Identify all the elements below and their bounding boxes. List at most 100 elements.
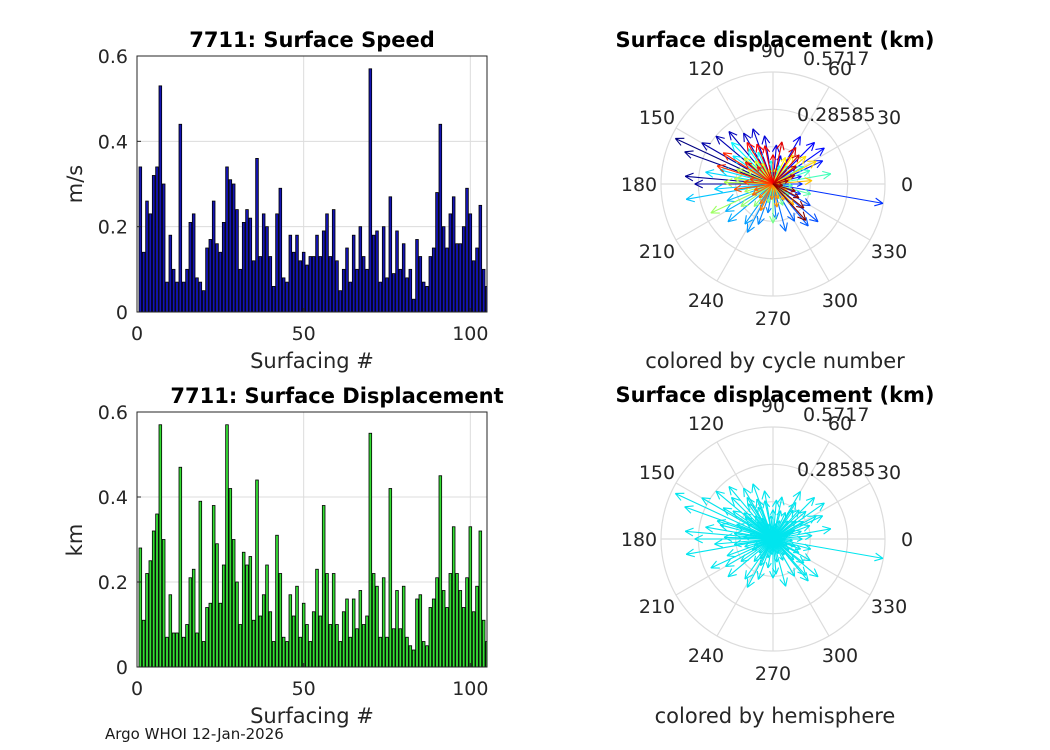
polar-hemisphere-angle-label: 330 <box>871 596 907 618</box>
polar-hemisphere-vector <box>759 538 774 560</box>
displacement-bar <box>411 649 416 667</box>
speed-bar <box>221 221 226 312</box>
polar-hemisphere-vector <box>744 516 774 540</box>
displacement-bar <box>148 560 153 667</box>
speed-bar <box>338 290 343 312</box>
displacement-bar <box>178 466 183 667</box>
speed-bar <box>448 213 453 312</box>
speed-bar <box>348 281 353 312</box>
speed-bar <box>175 281 179 312</box>
polar-hemisphere-r-tick-inner: 0.28585 <box>797 459 876 481</box>
speed-bar <box>235 209 239 312</box>
speed-bar <box>441 226 446 312</box>
polar-hemisphere-angle-label: 300 <box>822 645 858 667</box>
polar-hemisphere-vector <box>758 538 774 554</box>
speed-bar <box>341 268 346 312</box>
polar-cycle-vector <box>766 183 774 204</box>
speed-x-tick-label: 100 <box>452 323 488 345</box>
displacement-bar <box>345 598 349 667</box>
displacement-bar <box>368 432 373 667</box>
displacement-bar <box>371 573 376 667</box>
polar-hemisphere-angle-label: 120 <box>688 413 724 435</box>
polar-cycle-angle-label: 240 <box>688 290 724 312</box>
displacement-bar <box>165 636 169 667</box>
polar-cycle-angle-label: 0 <box>901 174 913 196</box>
displacement-bar <box>435 577 439 667</box>
polar-cycle-vector <box>772 183 779 208</box>
speed-bar <box>421 281 426 312</box>
displacement-bar <box>478 530 483 667</box>
polar-cycle-angle-label: 270 <box>755 308 791 330</box>
polar-hemisphere-vector <box>772 538 796 548</box>
speed-bar <box>351 234 356 312</box>
speed-bar <box>328 256 333 312</box>
polar-hemisphere-spoke <box>716 538 774 637</box>
speed-bar <box>161 183 166 312</box>
displacement-x-tick-label: 0 <box>131 678 143 700</box>
polar-cycle-vector <box>771 144 780 185</box>
polar-hemisphere-vector <box>772 538 805 564</box>
displacement-bar <box>278 573 283 667</box>
polar-cycle-vector <box>755 143 774 185</box>
displacement-bar <box>288 594 293 667</box>
polar-cycle-vector <box>759 183 774 205</box>
speed-bar <box>451 196 456 312</box>
polar-hemisphere-vectors <box>674 483 884 588</box>
speed-bar <box>355 268 359 312</box>
polar-cycle-vector <box>758 183 774 199</box>
displacement-bar <box>188 577 193 667</box>
polar-hemisphere-angle-label: 60 <box>828 413 852 435</box>
speed-bar <box>318 256 323 312</box>
polar-hemisphere-angle-labels: 0 30 60 90 120 150 180 210 240 270 300 330 <box>621 395 913 685</box>
displacement-bar <box>471 611 476 667</box>
displacement-y-axis-label: km <box>63 524 87 557</box>
speed-bar <box>295 234 299 312</box>
speed-bar <box>358 226 363 312</box>
polar-cycle-vector <box>756 166 774 185</box>
polar-hemisphere-vector <box>746 497 774 540</box>
polar-hemisphere-vector <box>766 538 774 559</box>
displacement-bar <box>245 564 249 667</box>
polar-cycle-vector <box>772 156 787 185</box>
speed-bar <box>428 256 433 312</box>
displacement-bar <box>228 488 233 667</box>
polar-hemisphere-vector <box>772 529 796 540</box>
polar-cycle-angle-label: 30 <box>877 107 901 129</box>
polar-hemisphere-vector <box>674 492 774 540</box>
speed-bar <box>268 256 273 312</box>
displacement-bar <box>398 628 403 667</box>
displacement-bar <box>335 624 339 667</box>
displacement-bar <box>358 590 363 667</box>
speed-bar <box>368 68 373 312</box>
speed-bar <box>171 268 176 312</box>
speed-bar <box>431 247 436 312</box>
polar-hemisphere-vector <box>716 519 774 540</box>
polar-cycle-angle-label: 300 <box>822 290 858 312</box>
speed-bar <box>315 234 319 312</box>
speed-bar <box>168 234 173 312</box>
speed-bar <box>241 221 246 312</box>
displacement-bar <box>421 641 426 667</box>
speed-bar <box>145 200 149 312</box>
speed-bar <box>245 209 249 312</box>
displacement-bar <box>258 615 263 667</box>
displacement-bar <box>341 611 346 667</box>
speed-bar <box>261 213 266 312</box>
polar-cycle-vector <box>733 183 774 193</box>
speed-bar <box>285 281 289 312</box>
polar-cycle-caption: colored by cycle number <box>645 349 905 373</box>
speed-bar <box>438 123 443 312</box>
speed-bar <box>378 281 383 312</box>
polar-cycle-vector <box>772 154 800 185</box>
polar-cycle-vector <box>772 183 788 232</box>
speed-bar-chart: 0 50 100 0 0.2 0.4 0.6 7711: Surface Speed Sur… <box>63 28 488 373</box>
displacement-bar <box>201 641 206 667</box>
speed-bar <box>461 226 466 312</box>
displacement-bar <box>448 573 453 667</box>
displacement-bar <box>168 594 173 667</box>
displacement-bar <box>445 607 449 667</box>
displacement-bar <box>461 607 466 667</box>
speed-bar <box>141 251 146 312</box>
displacement-bar <box>321 505 326 667</box>
polar-hemisphere-angle-label: 270 <box>755 663 791 685</box>
